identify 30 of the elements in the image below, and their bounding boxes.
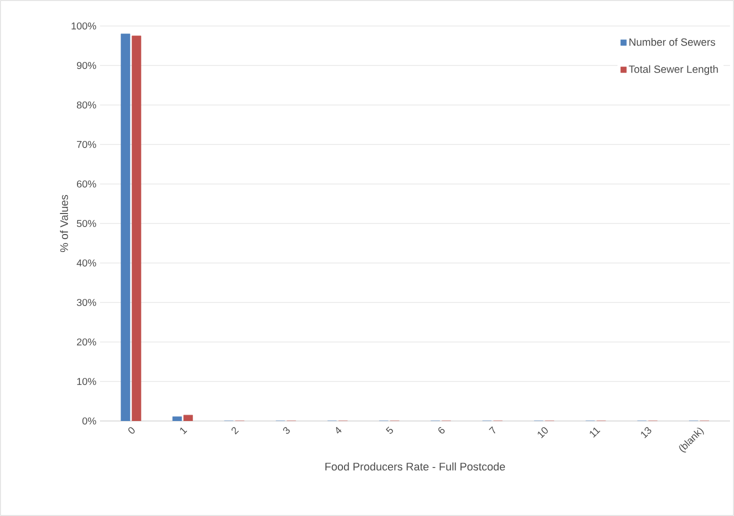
y-tick-label: 60% (76, 180, 96, 188)
y-tick-label: 90% (76, 62, 96, 70)
y-tick-label: 50% (76, 220, 96, 228)
x-tick-label: 4 (336, 426, 342, 434)
bar (172, 416, 182, 421)
y-tick-label: 40% (76, 259, 96, 267)
y-tick-label: 100% (72, 22, 96, 30)
y-tick-label: 70% (76, 140, 96, 148)
x-axis-title: Food Producers Rate - Full Postcode (325, 462, 505, 471)
y-tick-label: 80% (76, 101, 96, 109)
y-tick-label: 0% (82, 417, 96, 425)
y-axis-title: % of Values (60, 194, 68, 252)
x-tick-label: 2 (232, 427, 239, 434)
x-tick-label: 10 (538, 427, 548, 438)
x-tick-label: 1 (180, 428, 188, 434)
bar (120, 34, 130, 421)
x-tick-label: 3 (283, 427, 290, 434)
y-tick-label: 10% (77, 378, 96, 386)
x-tick-label: 11 (590, 428, 600, 438)
y-tick-label: 20% (76, 338, 96, 346)
bar (132, 36, 142, 421)
legend-label: Total Sewer Length (628, 65, 718, 75)
x-tick-label: 6 (438, 427, 445, 434)
x-tick-label: 13 (641, 427, 652, 438)
x-tick-label: 5 (386, 426, 393, 434)
x-tick-label: 7 (488, 426, 496, 434)
bar (183, 414, 193, 421)
y-tick-label: 30% (76, 298, 96, 306)
legend-label: Number of Sewers (629, 38, 716, 46)
x-tick-label: 0 (128, 427, 135, 434)
